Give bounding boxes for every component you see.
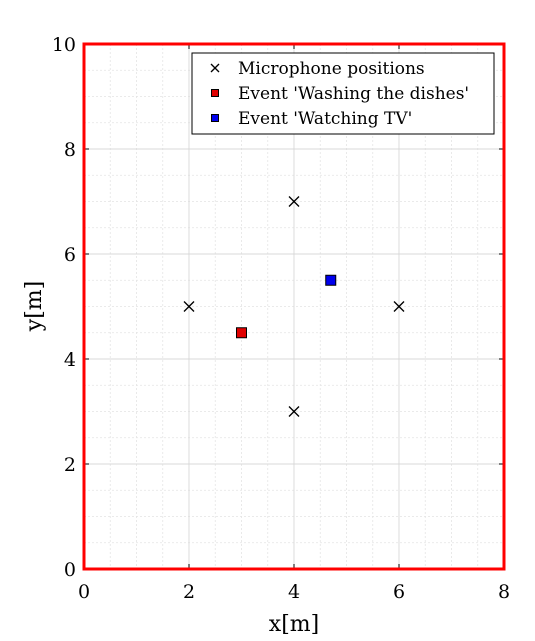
y-tick-label: 0 [64, 559, 76, 581]
y-tick-label: 8 [64, 139, 76, 161]
legend-x-marker [210, 63, 220, 73]
microphone-point [288, 406, 300, 417]
legend-marker-washing [211, 89, 219, 97]
x-axis-label: x[m] [269, 612, 319, 637]
data-points [183, 196, 405, 417]
y-tick-label: 4 [64, 349, 76, 371]
legend-box [191, 52, 495, 135]
y-tick-label: 10 [52, 34, 76, 56]
microphone-point [183, 301, 195, 312]
legend-square-marker [211, 114, 219, 122]
tick-labels: 0 2 4 6 8 0 2 4 6 8 10 [52, 34, 510, 603]
tv-event-point [325, 274, 337, 286]
y-tick-label: 6 [64, 244, 76, 266]
legend: Microphone positions Event 'Washing the … [191, 52, 495, 135]
legend-label-washing: Event 'Washing the dishes' [238, 84, 469, 104]
x-tick-label: 8 [498, 581, 510, 603]
x-tick-label: 6 [393, 581, 405, 603]
microphone-point [288, 196, 300, 207]
x-tick-label: 2 [183, 581, 195, 603]
washing-event-point [236, 327, 247, 339]
y-axis-label: y[m] [22, 281, 47, 332]
legend-marker-microphone [210, 63, 220, 73]
plot-frame [82, 42, 506, 571]
x-tick-label: 0 [78, 581, 90, 603]
microphone-point [393, 301, 405, 312]
y-tick-label: 2 [64, 454, 76, 476]
legend-label-microphone: Microphone positions [238, 59, 425, 79]
legend-square-marker [211, 89, 219, 97]
legend-marker-tv [211, 114, 219, 122]
x-tick-label: 4 [288, 581, 300, 603]
legend-label-tv: Event 'Watching TV' [238, 109, 412, 129]
